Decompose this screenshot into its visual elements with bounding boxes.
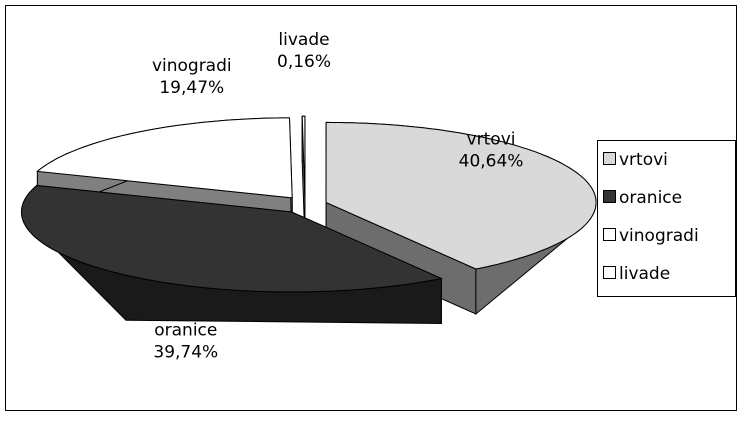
slice-top	[21, 184, 444, 293]
legend-swatch	[603, 152, 616, 165]
data-label-name: vinogradi	[152, 56, 232, 76]
slice-top	[301, 115, 306, 197]
legend-label: livade	[619, 264, 670, 284]
slice	[301, 115, 306, 242]
legend-label: vinogradi	[619, 226, 699, 246]
data-label-value: 40,64%	[459, 151, 524, 171]
data-label-name: oranice	[154, 321, 217, 341]
data-label-name: livade	[278, 30, 329, 50]
data-label-value: 39,74%	[153, 343, 218, 363]
slice-top	[36, 117, 293, 199]
data-label-value: 19,47%	[159, 78, 224, 98]
legend-swatch	[603, 228, 616, 241]
legend-label: oranice	[619, 188, 682, 208]
data-label-value: 0,16%	[277, 52, 331, 72]
legend-box	[597, 140, 736, 297]
slice	[325, 121, 597, 316]
legend-swatch	[603, 190, 616, 203]
data-label-name: vrtovi	[467, 129, 516, 149]
slice	[21, 184, 444, 325]
legend-label: vrtovi	[619, 150, 668, 170]
slice-top	[325, 121, 597, 270]
legend-swatch	[603, 266, 616, 279]
